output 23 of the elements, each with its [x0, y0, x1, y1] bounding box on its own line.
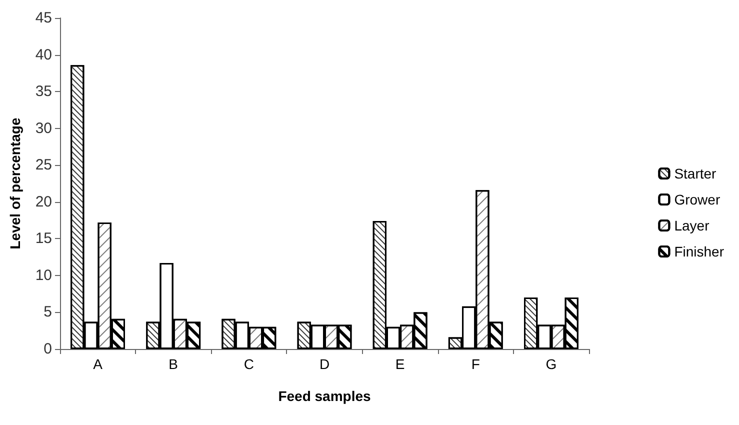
x-tick-label: C: [244, 356, 254, 372]
legend-label: Starter: [674, 166, 717, 182]
y-tick-label: 30: [35, 120, 52, 137]
y-tick-label: 0: [44, 340, 52, 358]
x-tick-label: F: [471, 356, 480, 372]
y-axis-title: Level of percentage: [7, 118, 23, 250]
x-tick-label: E: [395, 356, 405, 372]
y-tick-label: 5: [44, 304, 52, 321]
y-tick-label: 35: [35, 83, 52, 100]
legend-label: Layer: [674, 218, 710, 234]
legend-label: Grower: [674, 192, 720, 208]
x-tick-label: G: [546, 356, 557, 372]
y-tick-label: 15: [35, 230, 52, 248]
x-tick-label: D: [319, 356, 330, 372]
y-tick-label: 20: [35, 193, 52, 210]
x-axis-title: Feed samples: [278, 388, 372, 404]
y-tick-label: 40: [35, 46, 52, 64]
y-tick-label: 45: [35, 10, 52, 26]
x-tick-label: B: [168, 356, 178, 372]
y-tick-label: 25: [35, 156, 52, 174]
y-tick-label: 10: [35, 266, 52, 284]
x-tick-label: A: [93, 356, 104, 372]
legend-label: Finisher: [674, 244, 724, 260]
